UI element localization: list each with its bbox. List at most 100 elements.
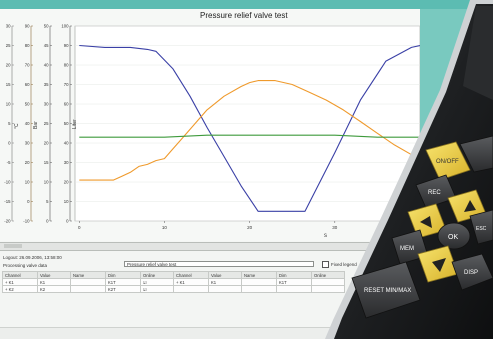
- y-tick-label: 35: [44, 82, 49, 87]
- esc-button[interactable]: ESC: [469, 209, 493, 245]
- y-tick-label: 10: [64, 199, 69, 204]
- header-cell: Dim: [276, 271, 312, 279]
- y-axis-label: Liter: [72, 119, 78, 129]
- table-cell[interactable]: [241, 278, 277, 286]
- display-bezel: [463, 6, 493, 100]
- status-bar: [0, 327, 420, 339]
- y-tick-label: 15: [6, 82, 11, 87]
- on-off-button[interactable]: ON/OFF: [425, 141, 471, 181]
- table-row[interactable]: + K2 K2 K2T ☑: [2, 285, 345, 293]
- table-cell[interactable]: K2T: [105, 285, 141, 293]
- rec-button[interactable]: REC: [415, 174, 457, 209]
- y-tick-label: 0: [27, 199, 30, 204]
- y-tick-label: 20: [6, 63, 11, 68]
- y-tick-label: 20: [25, 160, 30, 165]
- channel-table: Channel Value Name Dim Online Channel Va…: [2, 271, 345, 293]
- y-tick-label: 0: [66, 219, 69, 224]
- table-cell[interactable]: [311, 278, 345, 286]
- y-tick-label: -10: [23, 219, 30, 224]
- y-tick-label: 25: [44, 121, 49, 126]
- x-tick-label: 20: [247, 225, 253, 230]
- table-cell[interactable]: [173, 285, 209, 293]
- table-cell[interactable]: [311, 285, 345, 293]
- y-tick-label: 25: [6, 43, 11, 48]
- y-tick-label: 50: [64, 121, 69, 126]
- y-tick-label: 70: [25, 63, 30, 68]
- table-cell[interactable]: K1: [37, 278, 71, 286]
- scrollbar-thumb[interactable]: [4, 244, 22, 248]
- y-tick-label: 20: [64, 180, 69, 185]
- y-tick-label: 80: [25, 43, 30, 48]
- y-tick-label: 5: [46, 199, 49, 204]
- checkbox-label: Fixed legend: [331, 262, 357, 267]
- background-band: [0, 0, 493, 9]
- x-tick-label: 10: [162, 225, 168, 230]
- disp-button[interactable]: DISP: [451, 253, 493, 291]
- header-cell: Name: [70, 271, 106, 279]
- chart: 302520151050-5-10-15-20°C908070605040302…: [0, 9, 420, 241]
- table-cell[interactable]: K2: [37, 285, 71, 293]
- y-tick-label: 90: [25, 24, 30, 29]
- header-cell: Value: [208, 271, 242, 279]
- header-cell: Name: [241, 271, 277, 279]
- x-tick-label: 0: [78, 225, 81, 230]
- button-label: ESC: [476, 226, 487, 232]
- table-cell[interactable]: + K1: [173, 278, 209, 286]
- x-axis-label: s: [324, 233, 327, 239]
- section-label: Processing valve data: [3, 263, 48, 268]
- arrow-down-icon: [432, 258, 446, 272]
- online-checkbox[interactable]: ☑: [140, 285, 174, 293]
- down-arrow-button[interactable]: [417, 245, 459, 283]
- table-cell[interactable]: K1: [208, 278, 242, 286]
- y-tick-label: 30: [6, 24, 11, 29]
- button-label: REC: [428, 190, 441, 196]
- y-tick-label: 30: [44, 102, 49, 107]
- y-tick-label: 20: [44, 141, 49, 146]
- chart-title: Pressure relief valve test: [200, 11, 288, 20]
- header-cell: Value: [37, 271, 71, 279]
- table-cell[interactable]: + K1: [2, 278, 38, 286]
- y-tick-label: 50: [25, 102, 30, 107]
- y-tick-label: 60: [25, 82, 30, 87]
- checkbox-box[interactable]: [322, 261, 329, 268]
- y-tick-label: 40: [64, 141, 69, 146]
- x-tick-label: 30: [332, 225, 338, 230]
- data-panel: Logout: 26.09.2006, 13:58:00 Processing …: [0, 251, 420, 339]
- y-tick-label: -15: [4, 199, 11, 204]
- y-axis-label: Bar: [33, 121, 39, 129]
- y-tick-label: 10: [6, 102, 11, 107]
- table-cell[interactable]: [70, 278, 106, 286]
- table-row[interactable]: + K1 K1 K1T ☑ + K1 K1 K1T: [2, 278, 345, 286]
- table-cell[interactable]: [276, 285, 312, 293]
- y-tick-label: 60: [64, 102, 69, 107]
- header-cell: Channel: [2, 271, 38, 279]
- y-tick-label: 0: [8, 141, 11, 146]
- table-cell[interactable]: + K2: [2, 285, 38, 293]
- table-cell[interactable]: [208, 285, 242, 293]
- button-label: DISP: [464, 270, 478, 276]
- table-cell[interactable]: K1T: [276, 278, 312, 286]
- y-tick-label: 30: [25, 141, 30, 146]
- on-off-top-button[interactable]: [459, 135, 493, 173]
- ok-button[interactable]: OK: [437, 222, 471, 250]
- table-cell[interactable]: [70, 285, 106, 293]
- header-cell: Online: [311, 271, 345, 279]
- y-tick-label: 50: [44, 24, 49, 29]
- button-label: OK: [448, 234, 458, 241]
- online-checkbox[interactable]: ☑: [140, 278, 174, 286]
- up-arrow-button[interactable]: [447, 189, 487, 223]
- y-tick-label: -20: [4, 219, 11, 224]
- y-tick-label: 30: [64, 160, 69, 165]
- horizontal-scrollbar[interactable]: [0, 242, 420, 251]
- y-tick-label: -10: [4, 180, 11, 185]
- table-cell[interactable]: [241, 285, 277, 293]
- y-tick-label: 80: [64, 63, 69, 68]
- software-window: 30 25 20 15 10 5 0 -5 -10 -15 -20 °C 90 80 70 60 50 40 30 2…: [0, 9, 420, 339]
- y-tick-label: 100: [61, 24, 69, 29]
- y-tick-label: 15: [44, 160, 49, 165]
- table-cell[interactable]: K1T: [105, 278, 141, 286]
- series-name-field[interactable]: Pressure relief valve test: [124, 261, 314, 267]
- fixed-legend-checkbox[interactable]: Fixed legend: [322, 261, 357, 268]
- y-tick-label: 10: [25, 180, 30, 185]
- y-tick-label: 0: [46, 219, 49, 224]
